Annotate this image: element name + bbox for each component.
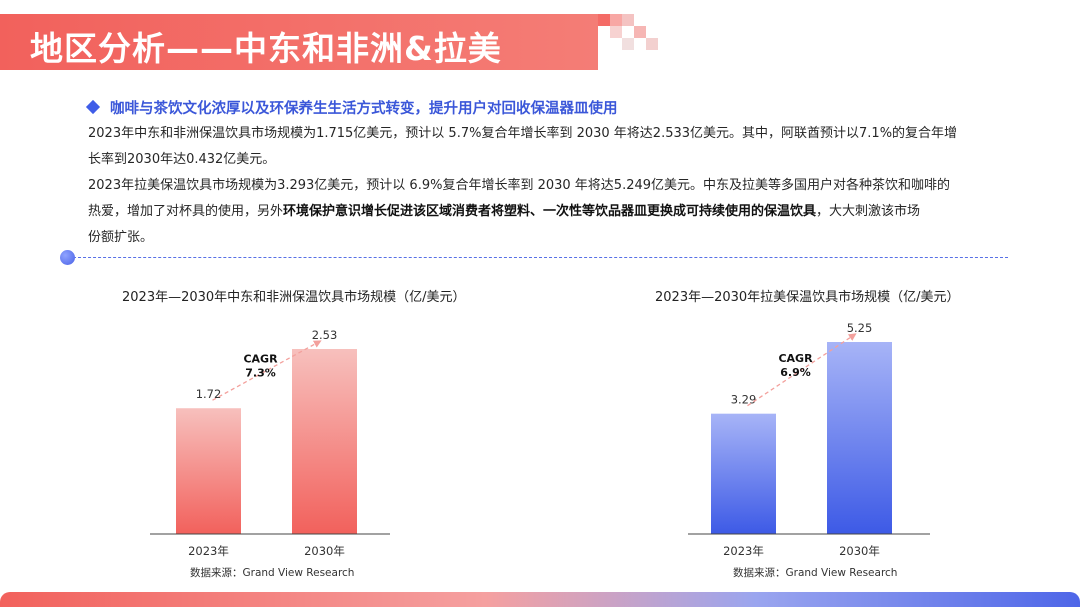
paragraph-line: 2023年拉美保温饮具市场规模为3.293亿美元，预计以 6.9%复合年增长率到… (88, 178, 951, 193)
subheading-row: 咖啡与茶饮文化浓厚以及环保养生生活方式转变，提升用户对回收保温器皿使用 (85, 96, 618, 118)
diamond-bullet-icon (85, 99, 101, 115)
bar-1 (292, 349, 357, 534)
paragraph-line: 长率到2030年达0.432亿美元。 (88, 152, 276, 167)
bar-1 (827, 342, 892, 534)
paragraph-mea: 2023年中东和非洲保温饮具市场规模为1.715亿美元，预计以 5.7%复合年增… (88, 121, 988, 173)
dashed-divider (68, 257, 1008, 258)
chart-title-latam: 2023年—2030年拉美保温饮具市场规模（亿/美元） (655, 290, 960, 305)
paragraph-text: ，大大刺激该市场 (816, 204, 921, 219)
x-tick-label: 2023年 (723, 544, 764, 558)
source-note-latam: 数据来源：Grand View Research (733, 567, 898, 579)
checker-decoration-icon (598, 14, 658, 50)
paragraph-text: 热爱，增加了对杯具的使用，另外 (88, 204, 284, 219)
data-label: 2.53 (312, 328, 338, 342)
data-label: 3.29 (731, 393, 757, 407)
paragraph-emphasis: 环境保护意识增长促进该区域消费者将塑料、一次性等饮品器皿更换成可持续使用的保温饮… (283, 204, 817, 219)
cagr-arrow-icon (747, 333, 857, 407)
cagr-value: 7.3% (245, 367, 276, 380)
divider-dot-icon (60, 250, 75, 265)
chart-title-mea: 2023年—2030年中东和非洲保温饮具市场规模（亿/美元） (122, 290, 466, 305)
paragraph-line: 2023年中东和非洲保温饮具市场规模为1.715亿美元，预计以 5.7%复合年增… (88, 126, 958, 141)
footer-gradient-bar (0, 592, 1080, 607)
cagr-label: CAGR (243, 353, 278, 366)
data-label: 1.72 (196, 387, 222, 401)
x-tick-label: 2030年 (304, 544, 345, 558)
cagr-value: 6.9% (780, 366, 811, 379)
cagr-label: CAGR (778, 352, 813, 365)
x-tick-label: 2023年 (188, 544, 229, 558)
subheading: 咖啡与茶饮文化浓厚以及环保养生生活方式转变，提升用户对回收保温器皿使用 (110, 100, 618, 117)
x-tick-label: 2030年 (839, 544, 880, 558)
source-note-mea: 数据来源：Grand View Research (190, 567, 355, 579)
title-banner: 地区分析——中东和非洲&拉美 (0, 14, 598, 70)
data-label: 5.25 (847, 321, 873, 335)
paragraph-line: 热爱，增加了对杯具的使用，另外环境保护意识增长促进该区域消费者将塑料、一次性等饮… (88, 199, 988, 225)
paragraph-latam: 2023年拉美保温饮具市场规模为3.293亿美元，预计以 6.9%复合年增长率到… (88, 173, 988, 251)
page-title: 地区分析——中东和非洲&拉美 (30, 29, 502, 68)
paragraph-line: 份额扩张。 (88, 230, 154, 245)
bar-0 (176, 408, 241, 534)
bar-0 (711, 413, 776, 534)
